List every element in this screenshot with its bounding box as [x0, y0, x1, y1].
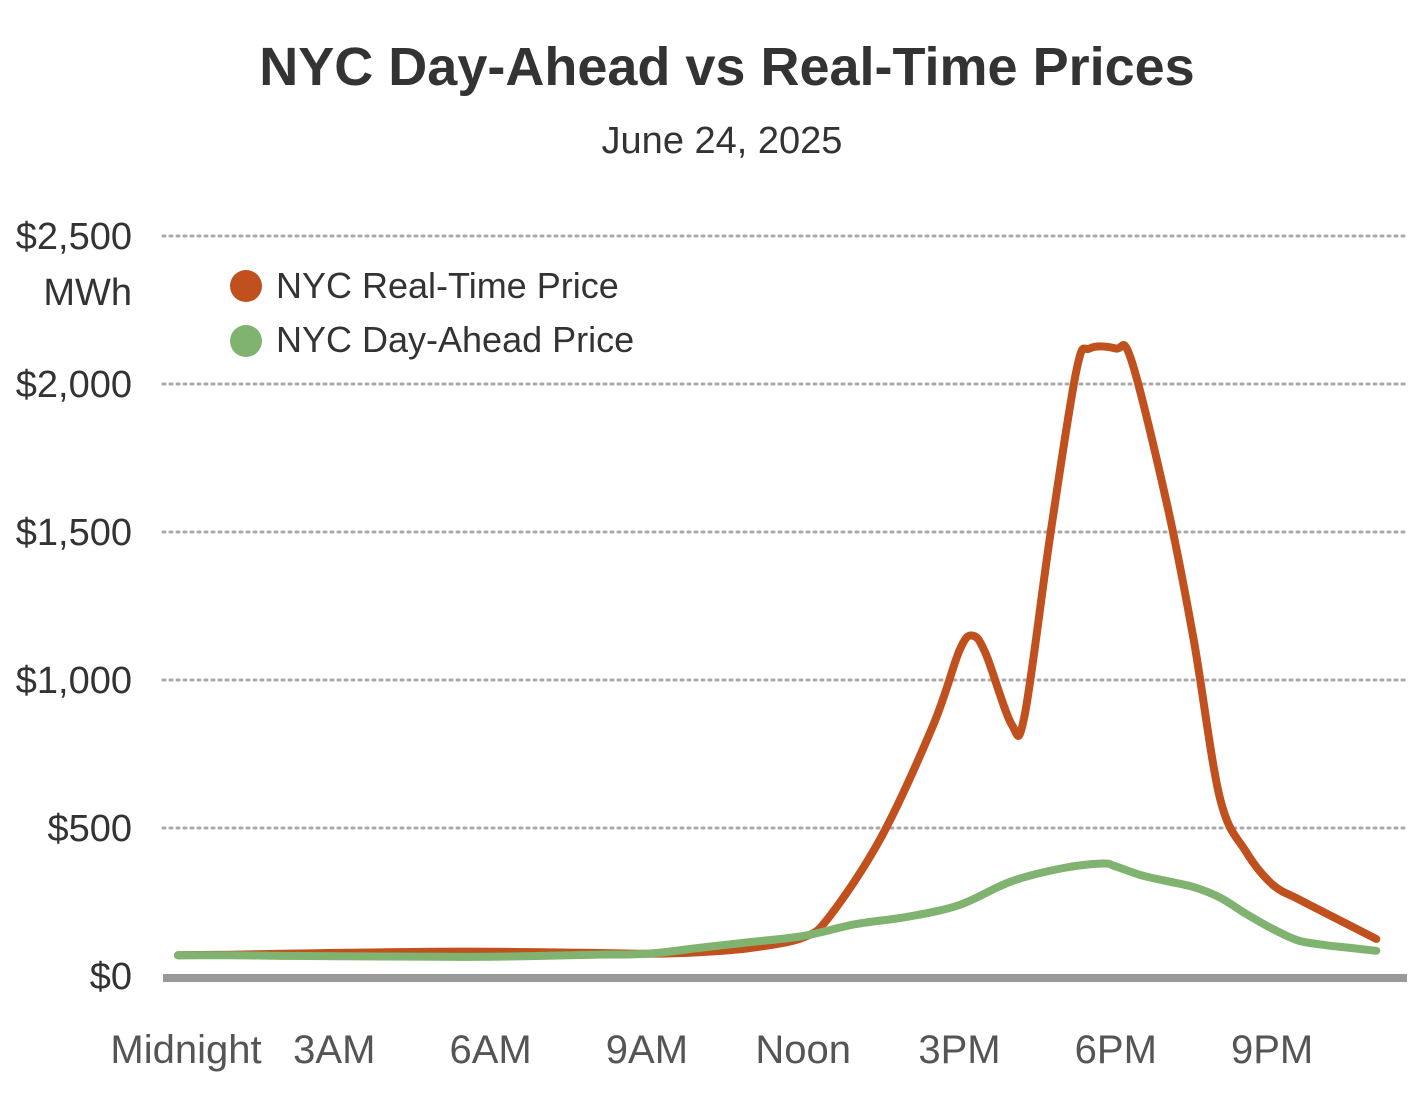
x-tick-label: 3AM: [293, 1028, 375, 1072]
y-tick-label: $2,500: [16, 216, 132, 258]
y-tick-label: $0: [90, 956, 132, 998]
series-line-real-time: [174, 341, 1381, 960]
x-tick-label: 6AM: [449, 1028, 531, 1072]
y-axis-unit-label: MWh: [43, 272, 132, 314]
x-tick-label: 6PM: [1075, 1028, 1157, 1072]
legend-label-real-time: NYC Real-Time Price: [276, 265, 619, 306]
x-axis-ticks: Midnight 3AM 6AM 9AM Noon 3PM 6PM 9PM: [110, 1028, 1313, 1072]
y-tick-label: $1,500: [16, 512, 132, 554]
x-tick-label: 9AM: [606, 1028, 688, 1072]
chart-subtitle: June 24, 2025: [602, 120, 843, 162]
legend-label-day-ahead: NYC Day-Ahead Price: [276, 319, 634, 360]
y-tick-label: $500: [47, 808, 132, 850]
x-tick-label: 9PM: [1231, 1028, 1313, 1072]
x-tick-label: 3PM: [918, 1028, 1000, 1072]
legend-marker-day-ahead: [230, 325, 262, 357]
series-line-day-ahead: [174, 859, 1381, 961]
y-tick-label: $1,000: [16, 660, 132, 702]
x-tick-label: Midnight: [110, 1028, 261, 1072]
y-tick-label: $2,000: [16, 364, 132, 406]
y-axis-ticks: $0 $500 $1,000 $1,500 $2,000 $2,500: [16, 216, 132, 998]
series-lines: [174, 341, 1381, 961]
chart-title: NYC Day-Ahead vs Real-Time Prices: [259, 37, 1194, 97]
x-tick-label: Noon: [755, 1028, 851, 1072]
legend-marker-real-time: [230, 270, 262, 302]
legend: NYC Real-Time Price NYC Day-Ahead Price: [230, 265, 634, 360]
